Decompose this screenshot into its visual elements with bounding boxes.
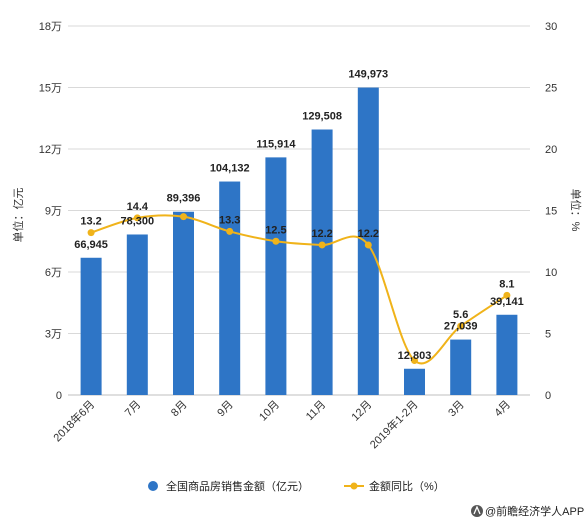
left-tick-label: 12万 <box>39 144 62 156</box>
bar <box>219 181 241 395</box>
bar-value-label: 78,300 <box>120 215 154 227</box>
line-data-labels: 13.2 14.4 13.3 12.5 12.2 12.2 5.6 8.1 <box>80 201 514 321</box>
x-tick-label: 11月 <box>304 399 328 423</box>
bar-value-label: 129,508 <box>302 111 342 123</box>
bar-value-label: 149,973 <box>348 69 388 81</box>
bar <box>126 234 148 395</box>
source-logo-mark <box>473 505 481 515</box>
line-value-label: 5.6 <box>453 309 468 321</box>
line-value-label: 12.5 <box>265 224 286 236</box>
bar <box>450 339 472 395</box>
bar-value-label: 89,396 <box>167 193 201 205</box>
line-point <box>226 227 234 235</box>
legend: 全国商品房销售金额（亿元） 金额同比（%） <box>148 479 445 493</box>
left-axis-title: 单位：亿元 <box>11 188 25 243</box>
line-value-label: 12.2 <box>311 228 332 240</box>
line-value-label: 12.2 <box>358 228 379 240</box>
bar <box>311 129 333 395</box>
left-tick-label: 3万 <box>45 329 62 341</box>
bar-value-label: 27,039 <box>444 321 478 333</box>
right-axis-ticks: 0 5 10 15 20 25 30 <box>545 21 557 402</box>
left-tick-label: 6万 <box>45 267 62 279</box>
legend-line-marker-dot <box>350 482 358 490</box>
left-axis-ticks: 0 3万 6万 9万 12万 15万 18万 <box>39 21 62 402</box>
line-value-label: 8.1 <box>499 278 514 290</box>
bar <box>357 87 379 395</box>
bar <box>404 368 425 395</box>
x-tick-label: 2018年6月 <box>50 397 97 444</box>
bar <box>173 211 194 395</box>
line-value-label: 13.2 <box>80 216 101 228</box>
right-tick-label: 25 <box>545 83 557 95</box>
source-attribution: @前瞻经济学人APP <box>471 504 584 518</box>
bar-value-label: 104,132 <box>210 163 250 175</box>
bar <box>265 157 287 395</box>
bar-series <box>80 87 518 395</box>
x-tick-label: 3月 <box>446 399 467 420</box>
right-tick-label: 15 <box>545 206 557 218</box>
x-tick-label: 2019年1-2月 <box>367 397 421 451</box>
x-tick-label: 7月 <box>123 399 144 420</box>
line-value-label: 13.3 <box>219 214 240 226</box>
line-point <box>180 213 187 221</box>
bar-value-label: 115,914 <box>256 138 296 150</box>
x-tick-label: 10月 <box>257 399 282 424</box>
line-value-label: 14.4 <box>127 201 149 213</box>
line-point <box>364 241 372 249</box>
bar-data-labels: 66,945 78,300 89,396 104,132 115,914 129,508 1… <box>74 69 523 362</box>
bar-value-label: 66,945 <box>74 239 108 251</box>
x-tick-label: 4月 <box>492 399 513 420</box>
left-tick-label: 9万 <box>45 206 62 218</box>
legend-line-label: 金额同比（%） <box>369 479 445 493</box>
right-tick-label: 20 <box>545 144 557 156</box>
bar <box>496 314 518 395</box>
line-point <box>318 241 326 249</box>
x-tick-label: 12月 <box>349 399 374 424</box>
left-tick-label: 0 <box>56 390 62 402</box>
right-tick-label: 30 <box>545 21 557 33</box>
legend-bar-label: 全国商品房销售金额（亿元） <box>166 479 309 493</box>
line-point <box>133 214 141 222</box>
line-point <box>411 357 418 365</box>
line-series <box>87 213 511 365</box>
bar-value-label: 12,803 <box>398 350 432 362</box>
right-axis-title: 单位：% <box>569 189 583 232</box>
right-tick-label: 10 <box>545 267 557 279</box>
source-label: @前瞻经济学人APP <box>485 504 584 518</box>
x-tick-label: 9月 <box>215 399 236 420</box>
line-point <box>457 322 465 330</box>
x-tick-label: 8月 <box>169 399 190 420</box>
bar-value-label: 39,141 <box>490 296 524 308</box>
right-tick-label: 5 <box>545 329 551 341</box>
line-point <box>272 237 280 245</box>
bar <box>80 257 102 395</box>
yoy-line <box>90 214 508 365</box>
left-tick-label: 18万 <box>39 21 62 33</box>
line-point <box>87 229 95 237</box>
legend-bar-marker <box>148 481 158 491</box>
left-tick-label: 15万 <box>39 83 62 95</box>
line-point <box>503 291 511 299</box>
right-tick-label: 0 <box>545 390 551 402</box>
